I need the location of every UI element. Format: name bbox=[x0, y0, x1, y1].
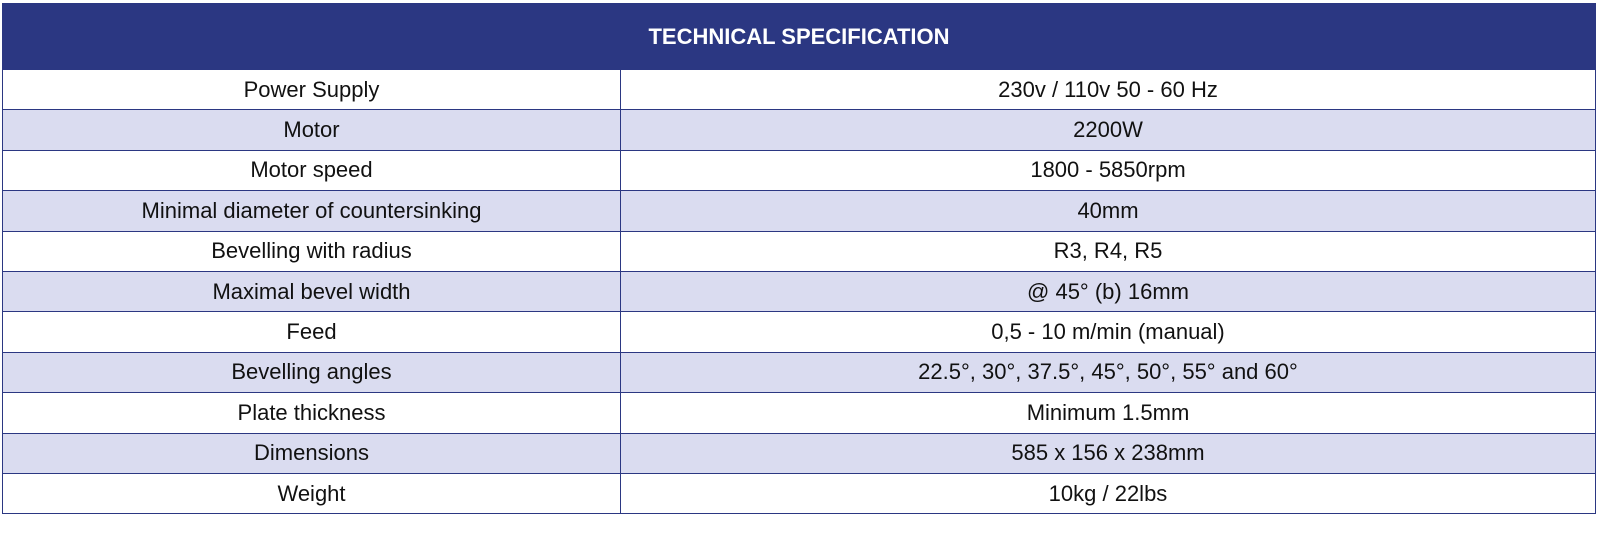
spec-value: 0,5 - 10 m/min (manual) bbox=[991, 319, 1225, 345]
table-row: Plate thickness Minimum 1.5mm bbox=[2, 393, 1596, 434]
table-row: Weight 10kg / 22lbs bbox=[2, 473, 1596, 515]
table-row: Minimal diameter of countersinking 40mm bbox=[2, 191, 1596, 232]
spec-name: Plate thickness bbox=[3, 393, 621, 433]
spec-name: Dimensions bbox=[3, 433, 621, 473]
table-title: TECHNICAL SPECIFICATION bbox=[2, 3, 1596, 70]
spec-name: Feed bbox=[3, 312, 621, 352]
spec-name: Motor bbox=[3, 110, 621, 150]
spec-name: Minimal diameter of countersinking bbox=[3, 191, 621, 231]
spec-value: 2200W bbox=[1073, 117, 1143, 143]
spec-name: Bevelling with radius bbox=[3, 231, 621, 271]
spec-value: 230v / 110v 50 - 60 Hz bbox=[998, 76, 1218, 102]
table-row: Feed 0,5 - 10 m/min (manual) bbox=[2, 312, 1596, 353]
spec-value: @ 45° (b) 16mm bbox=[1027, 278, 1189, 304]
spec-value: R3, R4, R5 bbox=[1053, 238, 1163, 264]
spec-name: Motor speed bbox=[3, 150, 621, 191]
spec-name: Maximal bevel width bbox=[3, 271, 621, 312]
table-body: Power Supply 230v / 110v 50 - 60 Hz Motor 2… bbox=[2, 70, 1596, 515]
spec-value: 22.5°, 30°, 37.5°, 45°, 50°, 55° and 60° bbox=[918, 359, 1298, 385]
table-row: Motor speed 1800 - 5850rpm bbox=[2, 150, 1596, 192]
table-row: Bevelling with radius R3, R4, R5 bbox=[2, 231, 1596, 272]
spec-table: TECHNICAL SPECIFICATION Power Supply 230v… bbox=[2, 3, 1596, 515]
spec-name: Bevelling angles bbox=[3, 352, 621, 393]
table-row: Power Supply 230v / 110v 50 - 60 Hz bbox=[2, 70, 1596, 111]
spec-value: 10kg / 22lbs bbox=[1048, 480, 1168, 506]
table-row: Dimensions 585 x 156 x 238mm bbox=[2, 433, 1596, 474]
spec-value: 585 x 156 x 238mm bbox=[1011, 440, 1205, 466]
spec-value: Minimum 1.5mm bbox=[1026, 399, 1190, 425]
table-row: Maximal bevel width @ 45° (b) 16mm bbox=[2, 271, 1596, 313]
spec-value: 40mm bbox=[1077, 197, 1139, 223]
spec-name: Power Supply bbox=[3, 70, 621, 110]
spec-value: 1800 - 5850rpm bbox=[1030, 157, 1186, 183]
spec-name: Weight bbox=[3, 473, 621, 514]
table-row: Motor 2200W bbox=[2, 110, 1596, 151]
table-row: Bevelling angles 22.5°, 30°, 37.5°, 45°, … bbox=[2, 352, 1596, 394]
